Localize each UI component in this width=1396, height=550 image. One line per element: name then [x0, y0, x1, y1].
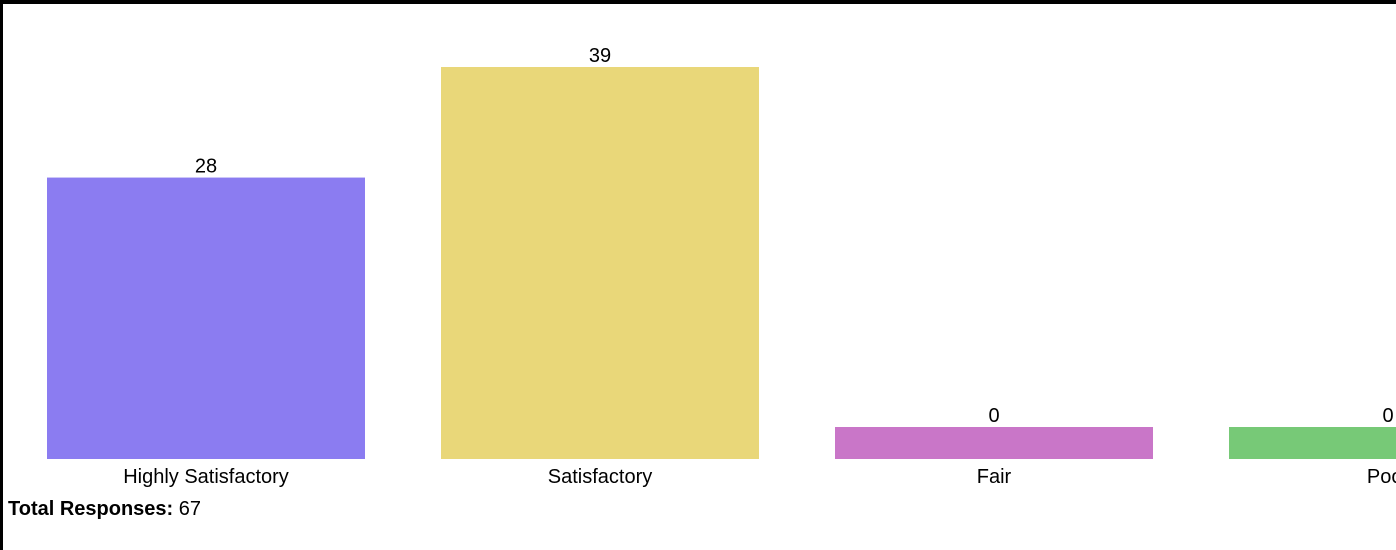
bar-fair: [835, 427, 1153, 459]
value-label: 39: [589, 45, 611, 67]
bar-poor: [1229, 427, 1396, 459]
category-label: Fair: [977, 466, 1012, 488]
total-responses: Total Responses: 67: [8, 498, 201, 521]
bar-highly-satisfactory: [47, 177, 365, 460]
category-label: Poor: [1367, 466, 1396, 488]
total-responses-value: 67: [178, 498, 202, 520]
bar-chart: 28 Highly Satisfactory 39 Satisfactory 0 Fair…: [47, 45, 1396, 488]
value-label: 28: [195, 156, 217, 178]
value-label: 0: [988, 405, 999, 427]
category-label: Highly Satisfactory: [123, 466, 289, 488]
value-label: 0: [1382, 405, 1393, 427]
total-responses-label: Total Responses:: [8, 498, 174, 520]
category-label: Satisfactory: [548, 466, 652, 488]
bar-satisfactory: [441, 67, 759, 459]
